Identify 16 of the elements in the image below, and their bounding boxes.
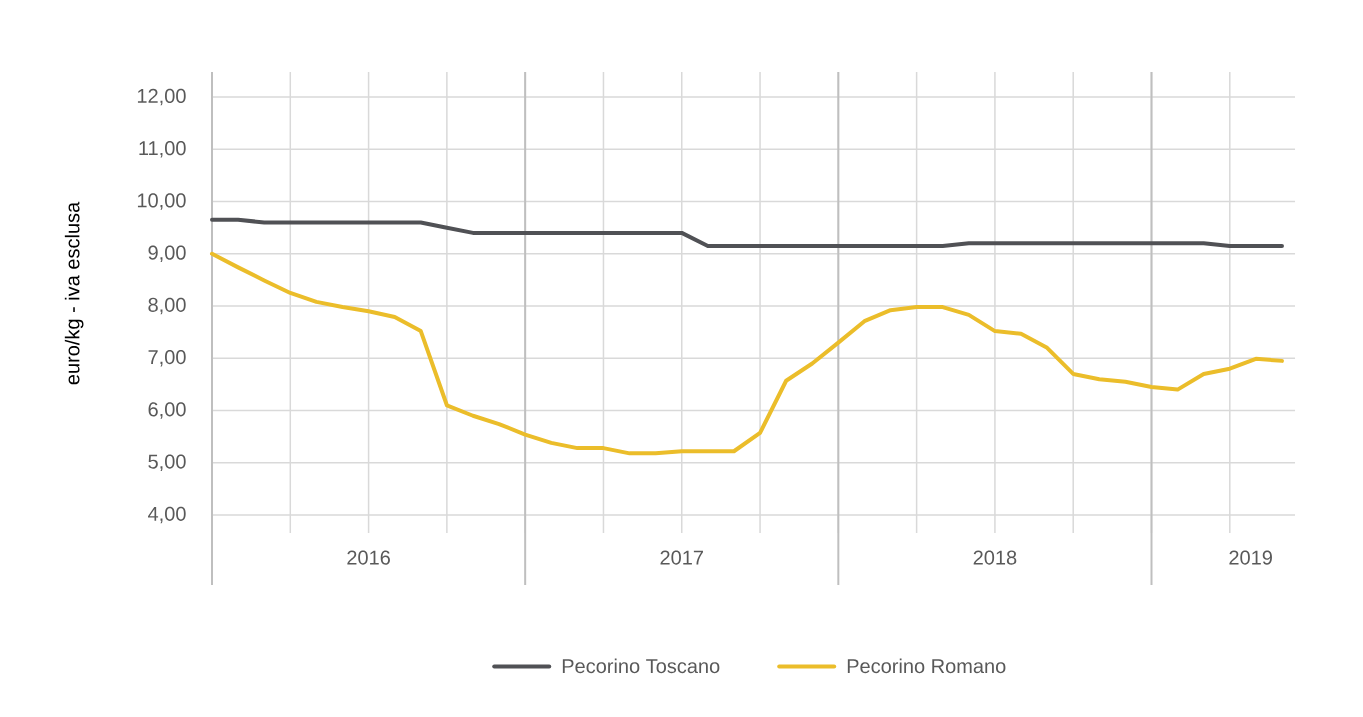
- y-tick-label: 5,00: [148, 454, 186, 472]
- y-tick-label: 6,00: [148, 402, 186, 419]
- y-tick-label: 12,00: [137, 88, 186, 106]
- y-tick-label: 8,00: [148, 297, 186, 315]
- x-tick-label: 2016: [347, 550, 390, 565]
- x-tick-label: 2018: [973, 550, 1017, 565]
- y-tick-label: 11,00: [139, 141, 186, 158]
- y-tick-label: 4,00: [148, 506, 186, 524]
- y-tick-label: 10,00: [137, 193, 186, 210]
- legend-label: Pecorino Romano: [847, 658, 1006, 674]
- y-tick-label: 9,00: [148, 245, 186, 263]
- y-axis-title: euro/kg - iva esclusa: [64, 201, 84, 385]
- legend-label: Pecorino Toscano: [562, 658, 720, 674]
- x-tick-label: 2017: [660, 550, 703, 565]
- y-tick-label: 7,00: [148, 350, 186, 367]
- x-tick-label: 2019: [1229, 550, 1272, 565]
